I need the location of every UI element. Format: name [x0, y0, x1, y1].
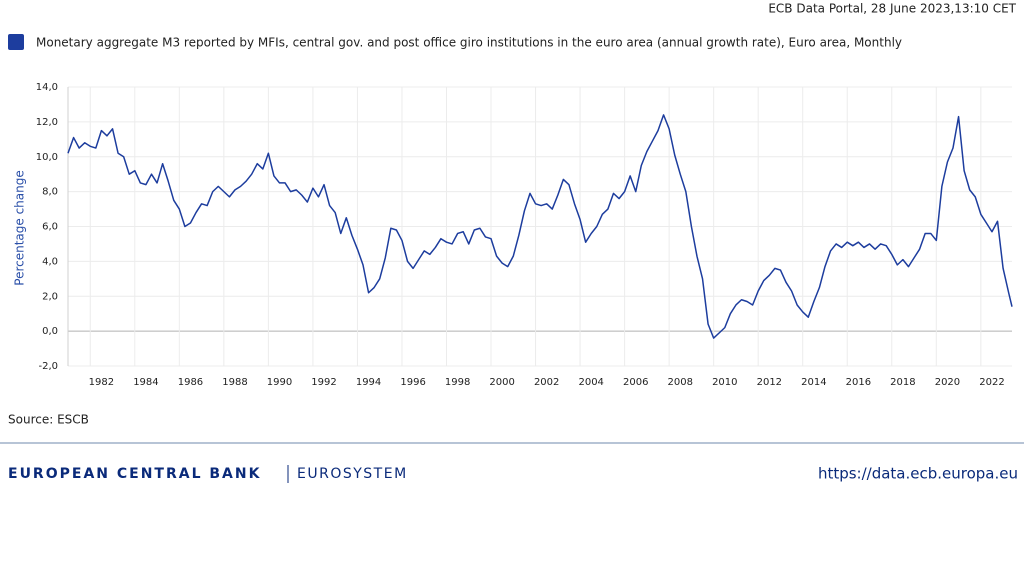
- y-tick-label: 12,0: [36, 117, 58, 128]
- y-axis-label: Percentage change: [13, 170, 27, 285]
- legend-swatch: [8, 34, 24, 50]
- y-tick-label: 14,0: [36, 82, 58, 93]
- x-tick-label: 2006: [623, 377, 648, 388]
- x-tick-label: 2022: [979, 377, 1004, 388]
- brand: EUROPEAN CENTRAL BANK: [8, 466, 261, 482]
- x-tick-label: 1992: [311, 377, 336, 388]
- x-tick-label: 1984: [133, 377, 158, 388]
- x-tick-label: 2012: [757, 377, 782, 388]
- x-tick-label: 1982: [89, 377, 114, 388]
- url[interactable]: https://data.ecb.europa.eu: [818, 465, 1018, 483]
- legend-label: Monetary aggregate M3 reported by MFIs, …: [36, 36, 902, 50]
- y-tick-label: 2,0: [42, 291, 58, 302]
- y-tick-label: 4,0: [42, 256, 58, 267]
- y-tick-label: 10,0: [36, 152, 58, 163]
- x-tick-label: 2014: [801, 377, 826, 388]
- x-tick-label: 2020: [935, 377, 960, 388]
- stamp: ECB Data Portal, 28 June 2023,13:10 CET: [768, 2, 1016, 16]
- system: EUROSYSTEM: [297, 466, 408, 482]
- x-tick-label: 2004: [578, 377, 603, 388]
- x-tick-label: 1986: [178, 377, 203, 388]
- x-tick-label: 2000: [489, 377, 514, 388]
- x-tick-label: 1990: [267, 377, 292, 388]
- y-tick-label: 6,0: [42, 222, 58, 233]
- data-line: [67, 114, 1013, 339]
- x-tick-label: 1996: [400, 377, 425, 388]
- y-tick-label: 0,0: [42, 326, 58, 337]
- x-tick-label: 1998: [445, 377, 470, 388]
- x-tick-label: 2010: [712, 377, 737, 388]
- y-tick-label: 8,0: [42, 187, 58, 198]
- source: Source: ESCB: [8, 413, 89, 427]
- y-tick-label: -2,0: [38, 361, 58, 372]
- x-tick-label: 2016: [846, 377, 871, 388]
- x-tick-label: 2008: [668, 377, 693, 388]
- x-tick-label: 1994: [356, 377, 381, 388]
- x-tick-label: 2002: [534, 377, 559, 388]
- x-tick-label: 2018: [890, 377, 915, 388]
- x-tick-label: 1988: [222, 377, 247, 388]
